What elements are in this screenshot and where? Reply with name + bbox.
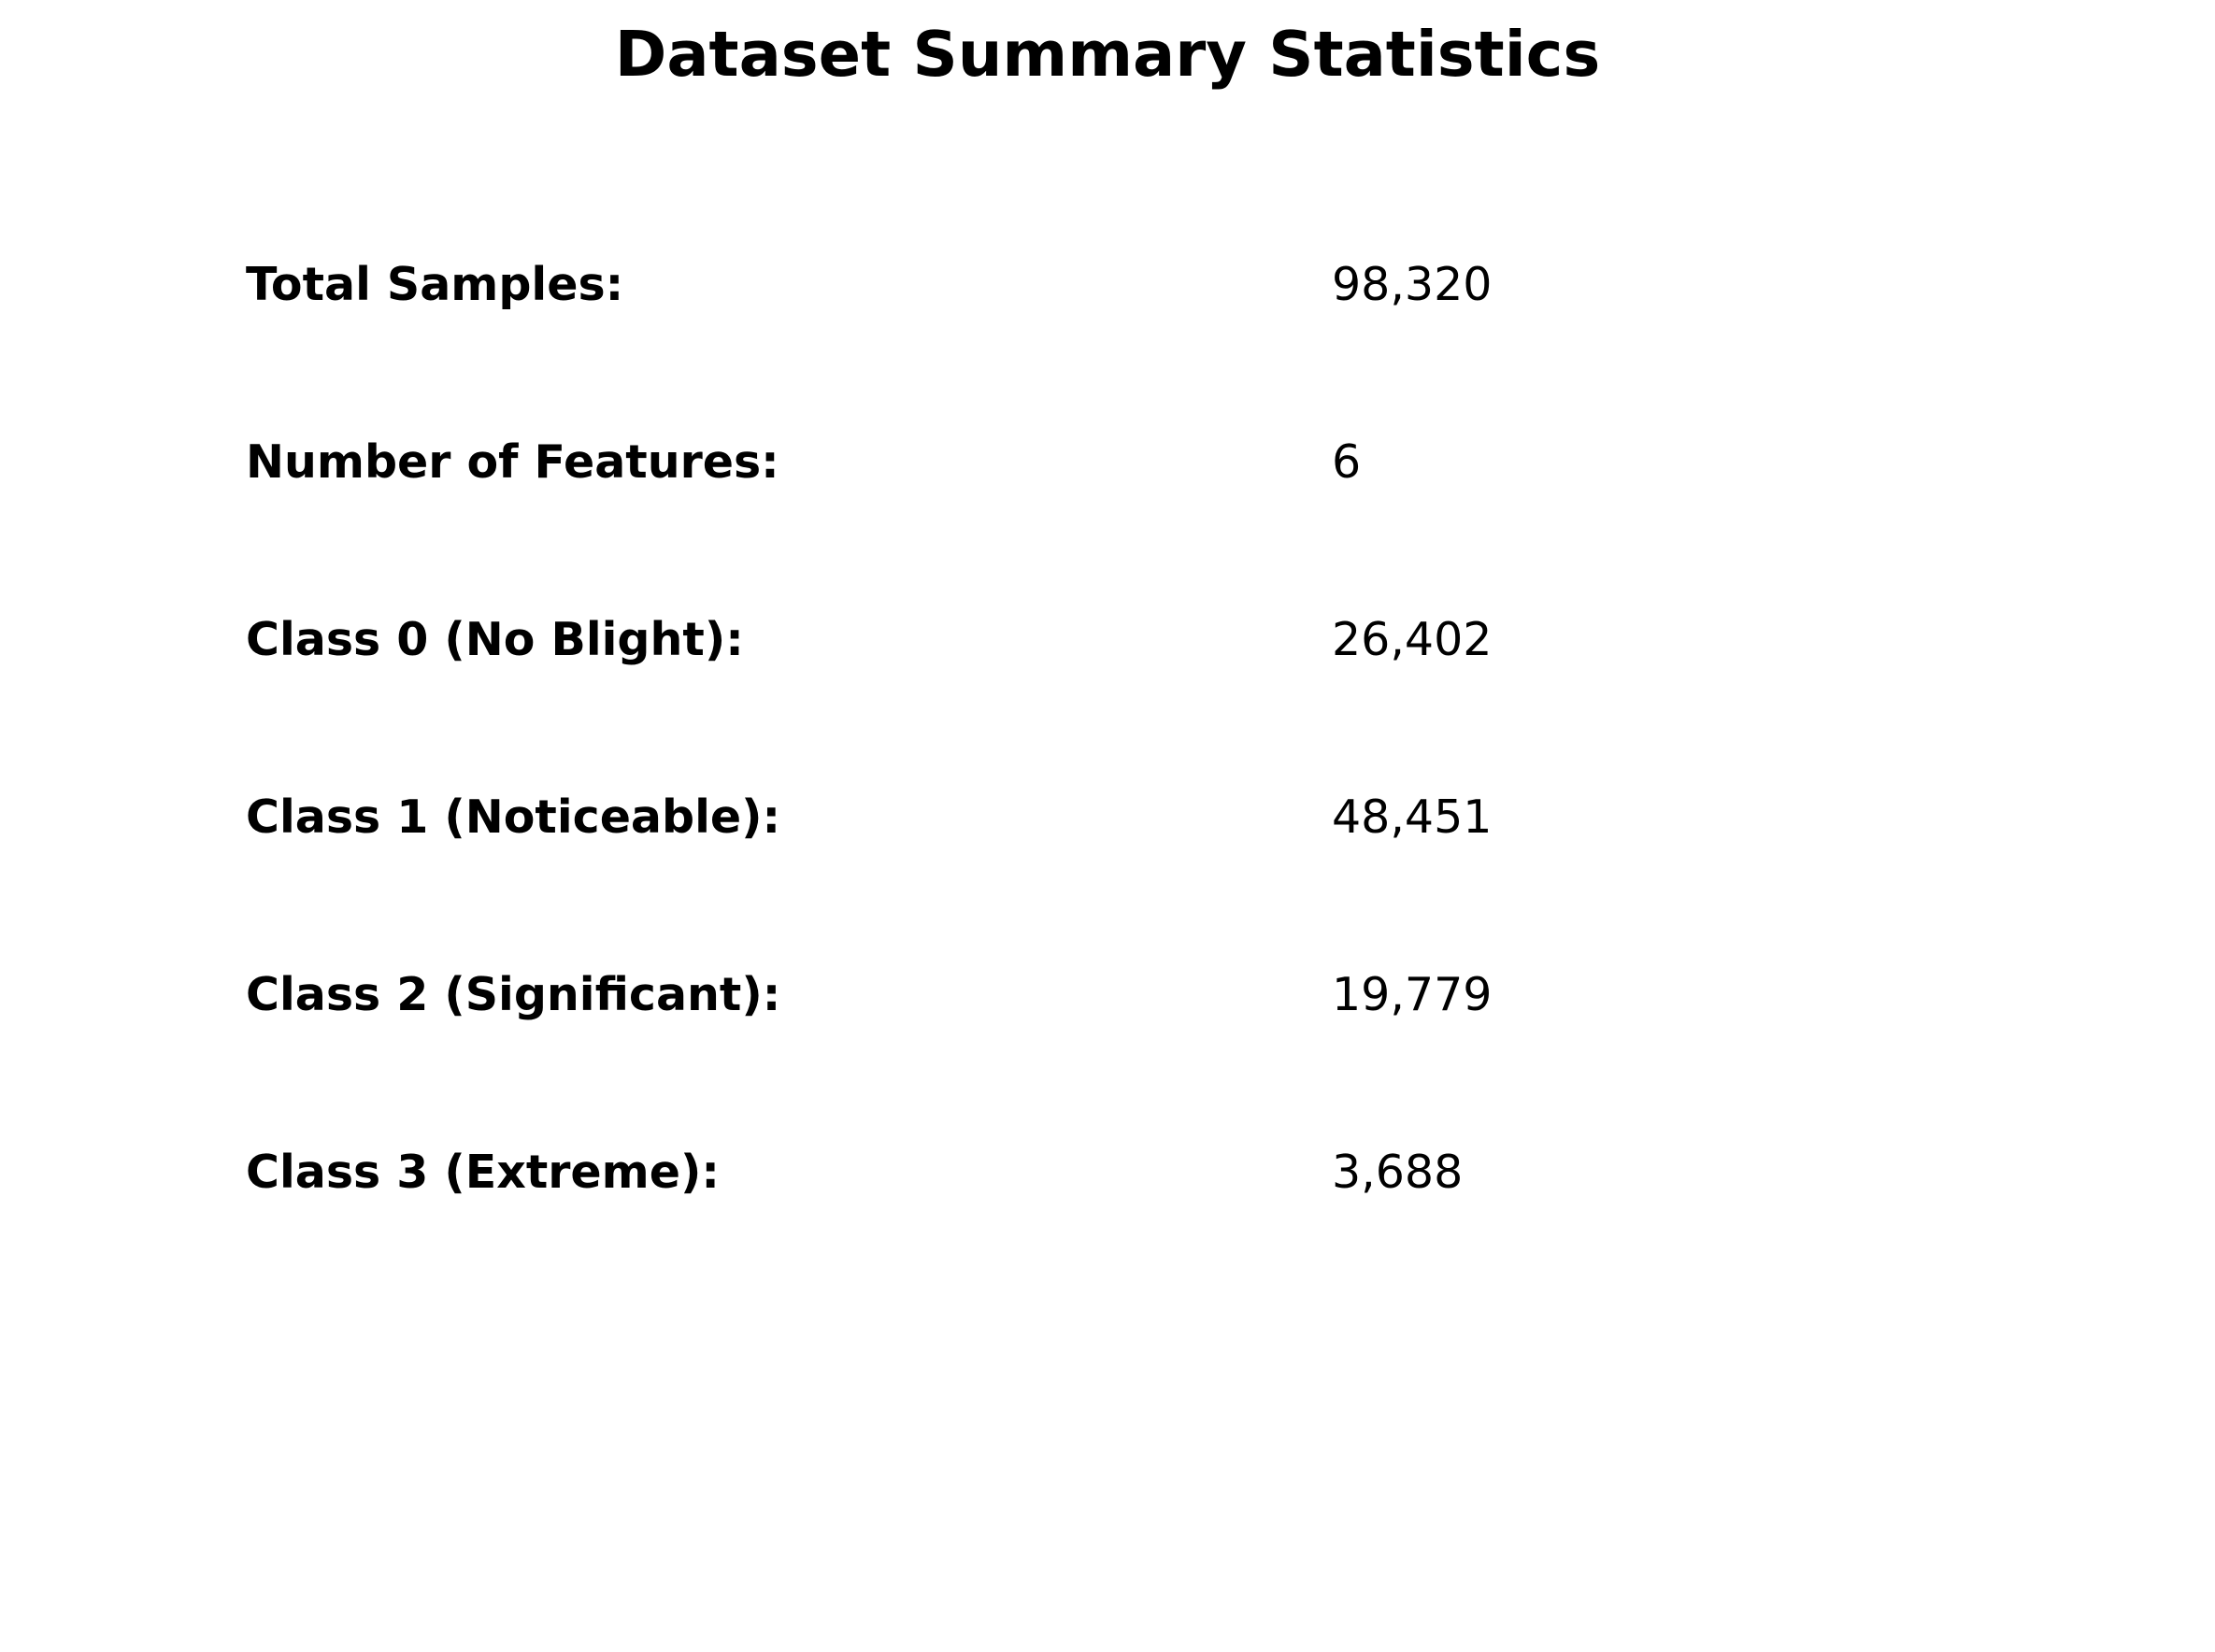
row-value: 98,320 — [1332, 258, 1493, 311]
row-label: Class 1 (Noticeable): — [246, 790, 781, 844]
table-row: Class 1 (Noticeable): 48,451 — [0, 790, 2215, 846]
row-label: Class 3 (Extreme): — [246, 1146, 720, 1199]
table-row: Total Samples: 98,320 — [0, 257, 2215, 313]
row-label: Total Samples: — [246, 258, 624, 311]
table-row: Class 0 (No Blight): 26,402 — [0, 612, 2215, 668]
table-row: Class 2 (Significant): 19,779 — [0, 967, 2215, 1023]
row-value: 26,402 — [1332, 613, 1493, 666]
row-value: 48,451 — [1332, 790, 1493, 844]
row-value: 6 — [1332, 435, 1362, 489]
row-value: 3,688 — [1332, 1146, 1464, 1199]
chart-title: Dataset Summary Statistics — [614, 18, 1601, 91]
row-label: Number of Features: — [246, 435, 779, 489]
table-row: Number of Features: 6 — [0, 434, 2215, 491]
row-label: Class 0 (No Blight): — [246, 613, 744, 666]
row-label: Class 2 (Significant): — [246, 968, 781, 1021]
table-row: Class 3 (Extreme): 3,688 — [0, 1145, 2215, 1201]
row-value: 19,779 — [1332, 968, 1493, 1021]
